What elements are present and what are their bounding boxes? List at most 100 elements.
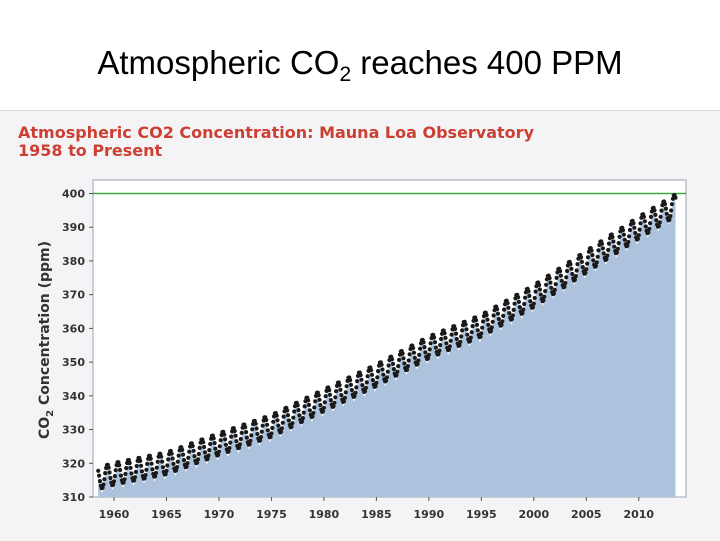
data-point [260,423,265,428]
data-point [479,331,484,336]
data-point [139,469,145,474]
y-tick-label: 380 [62,255,85,268]
data-point [549,285,554,290]
data-point [468,335,473,340]
data-point [155,459,160,464]
data-point [489,325,494,330]
x-tick-label: 1970 [204,508,235,521]
data-point [274,413,279,418]
data-point [642,219,648,224]
data-point [636,233,641,238]
data-point [160,459,165,464]
data-point [564,275,569,280]
data-point [395,369,400,374]
x-tick-label: 1995 [466,508,497,521]
data-point [551,291,557,296]
data-point [447,344,452,349]
data-point [616,241,621,246]
data-point [653,212,658,217]
data-point [258,435,263,440]
data-point [322,400,327,405]
data-point [412,355,417,360]
data-point [174,465,180,470]
data-point [296,408,301,413]
data-point [418,346,423,351]
data-point [244,435,249,440]
data-point [229,434,234,439]
data-point [355,379,360,384]
data-point [369,372,375,377]
data-point [384,375,389,380]
data-point [217,444,222,449]
data-point [565,268,570,274]
data-point [317,397,322,402]
data-point [170,456,175,461]
y-tick-label: 340 [62,390,85,403]
data-point [97,473,102,478]
data-point [353,390,358,395]
data-point [631,221,636,226]
y-axis-ticks: 310 320 330 340 350 360 370 380 390 400 [62,187,93,504]
data-point [594,260,599,265]
data-point [216,449,221,454]
data-point [313,399,318,404]
data-point [416,358,421,363]
data-point [495,311,501,316]
data-point [153,470,159,476]
data-point [285,413,291,418]
data-point [627,227,633,233]
data-point [601,251,606,256]
data-point [339,393,344,398]
data-point [97,479,103,484]
data-point [485,317,490,322]
data-point [143,473,148,478]
data-point [180,447,185,452]
data-point [150,467,155,472]
x-tick-label: 2005 [571,508,602,521]
data-point [286,418,291,423]
data-point [279,426,284,431]
data-point [226,449,231,454]
data-point [184,464,189,469]
data-point [276,423,281,428]
data-point [457,343,462,348]
data-point [505,301,510,306]
data-point [118,467,123,473]
data-point [370,378,375,383]
data-point [454,336,459,342]
data-point [544,282,549,287]
data-point [206,453,211,458]
data-point [103,471,108,476]
y-axis-label-subscript: 2 [45,410,56,417]
y-tick-label: 330 [62,424,85,437]
data-point [195,457,201,462]
data-point [312,405,317,410]
data-point [332,400,337,405]
data-point [299,419,305,424]
data-point [108,475,113,481]
data-point [507,311,512,316]
slide-title-suffix: reaches 400 PPM [351,44,623,81]
data-point [164,468,169,473]
data-point [469,330,474,335]
x-axis-ticks: 1960 1965 1970 1975 1980 1985 1990 1995 2000 2005… [99,497,654,521]
data-point [585,261,590,266]
data-point [531,301,536,306]
data-point [572,277,578,282]
data-point [362,389,368,394]
data-point [510,313,515,318]
data-point [247,442,252,447]
data-points [96,193,678,491]
concentration-area [98,199,676,497]
data-point [526,289,531,294]
data-point [584,267,589,272]
data-point [396,364,401,369]
x-tick-label: 1980 [309,508,340,521]
data-point [425,356,431,361]
data-point [627,234,632,239]
data-point [228,440,233,445]
data-point [641,214,647,219]
data-point [250,427,255,432]
data-point [490,319,495,324]
data-point [327,388,332,393]
